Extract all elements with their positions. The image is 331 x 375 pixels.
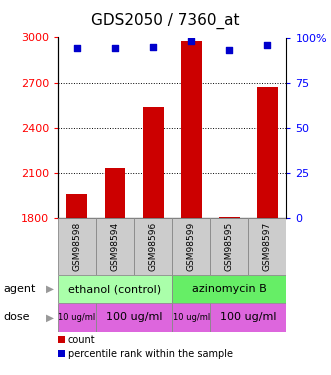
Bar [181,40,202,218]
Bar [172,218,210,275]
Bar [58,303,96,332]
Bar [58,218,96,275]
Text: agent: agent [3,284,36,294]
Text: ▶: ▶ [46,284,54,294]
Point [150,44,156,50]
Text: GSM98597: GSM98597 [263,222,272,271]
Point [188,38,194,44]
Text: 100 ug/ml: 100 ug/ml [220,312,276,322]
Text: count: count [68,334,95,345]
Bar [172,275,286,303]
Bar [248,218,286,275]
Bar [105,168,125,218]
Text: ethanol (control): ethanol (control) [69,284,162,294]
Bar [134,218,172,275]
Point [226,47,232,53]
Text: 10 ug/ml: 10 ug/ml [172,313,210,322]
Text: GSM98599: GSM98599 [187,222,196,271]
Text: GDS2050 / 7360_at: GDS2050 / 7360_at [91,13,240,29]
Bar [219,217,240,218]
Bar [172,303,210,332]
Bar [143,107,164,218]
Bar [58,275,172,303]
Bar [96,218,134,275]
Text: azinomycin B: azinomycin B [192,284,266,294]
Point [74,45,79,51]
Text: percentile rank within the sample: percentile rank within the sample [68,349,233,359]
Bar [67,194,87,218]
Bar [210,303,286,332]
Text: GSM98594: GSM98594 [111,222,119,271]
Bar [96,303,172,332]
Text: GSM98596: GSM98596 [149,222,158,271]
Text: 10 ug/ml: 10 ug/ml [58,313,96,322]
Bar [257,87,278,218]
Text: 100 ug/ml: 100 ug/ml [106,312,162,322]
Text: GSM98595: GSM98595 [225,222,234,271]
Text: ▶: ▶ [46,312,54,322]
Text: dose: dose [3,312,30,322]
Point [264,42,270,48]
Text: GSM98598: GSM98598 [72,222,81,271]
Point [112,45,118,51]
Bar [210,218,248,275]
